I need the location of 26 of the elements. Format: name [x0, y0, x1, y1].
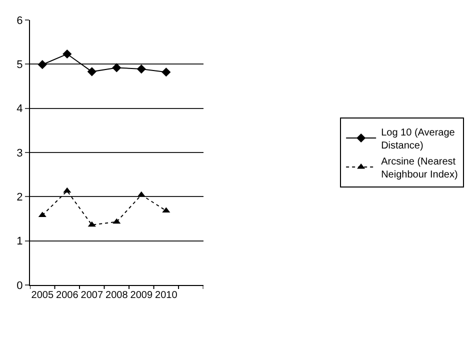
y-tick-label: 6 — [16, 14, 23, 27]
legend-label: Log 10 (Average Distance) — [381, 127, 456, 152]
y-tick-label: 5 — [16, 59, 23, 72]
y-tick-label: 3 — [16, 147, 23, 160]
point — [162, 207, 170, 213]
y-tick-label: 1 — [16, 236, 23, 248]
x-tick-label: 2008 — [106, 290, 128, 301]
point — [136, 64, 146, 74]
point — [88, 221, 96, 227]
point — [38, 60, 47, 70]
legend-label: Arcsine (Nearest Neighbour Index) — [381, 156, 458, 180]
y-tick-label: 0 — [16, 280, 23, 292]
x-tick-label: 2005 — [31, 290, 54, 301]
point — [137, 191, 146, 197]
x-tick-label: 2009 — [130, 290, 153, 301]
x-tick-label: 2010 — [155, 290, 178, 301]
y-tick-label: 4 — [16, 103, 23, 116]
point — [112, 63, 122, 72]
point — [62, 49, 72, 59]
point — [63, 187, 72, 193]
point — [87, 67, 96, 76]
x-tick-label: 2006 — [56, 290, 79, 301]
point — [162, 68, 171, 77]
point — [112, 218, 121, 224]
x-tick-label: 2007 — [80, 290, 104, 301]
y-tick-label: 2 — [16, 192, 23, 204]
